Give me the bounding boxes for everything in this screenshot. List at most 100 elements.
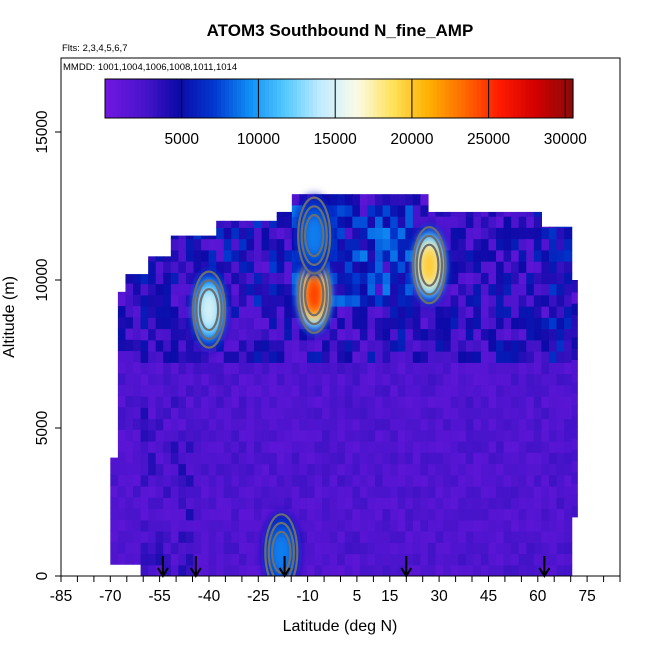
field-cell [511, 497, 520, 510]
field-cell [518, 373, 527, 386]
field-cell [163, 497, 172, 510]
field-cell [420, 497, 429, 510]
field-cell [359, 194, 369, 206]
field-cell [390, 407, 399, 420]
field-cell [473, 452, 482, 465]
field-cell [405, 328, 414, 341]
field-cell [208, 452, 217, 465]
field-cell [420, 373, 429, 386]
field-cell [496, 227, 505, 240]
field-cell [322, 339, 331, 352]
field-cell [238, 553, 248, 566]
field-cell [556, 351, 565, 363]
field-cell [155, 328, 164, 341]
field-cell [548, 294, 558, 307]
field-cell [488, 519, 497, 532]
field-cell [133, 361, 142, 374]
field-cell [352, 452, 361, 465]
field-cell [238, 272, 248, 285]
field-cell [473, 553, 482, 566]
colorbar-swatch [425, 79, 430, 118]
field-cell [375, 294, 384, 307]
field-cell [503, 396, 512, 408]
field-cell [367, 519, 376, 532]
field-cell [548, 508, 558, 521]
field-cell [148, 519, 157, 532]
colorbar-swatch [297, 79, 302, 118]
field-cell [511, 306, 520, 318]
field-cell [117, 474, 127, 487]
field-cell [420, 452, 429, 465]
field-cell [163, 294, 172, 307]
field-cell [170, 553, 179, 566]
field-cell [329, 261, 338, 273]
colorbar-swatch [221, 79, 226, 118]
field-cell [223, 564, 232, 576]
field-cell [284, 317, 293, 330]
field-cell [443, 564, 452, 576]
field-cell [473, 531, 482, 543]
field-cell [526, 249, 535, 262]
colorbar-swatch [549, 79, 554, 118]
field-cell [201, 418, 210, 431]
field-cell [291, 317, 300, 330]
field-cell [133, 429, 142, 442]
field-cell [397, 373, 406, 386]
field-cell [163, 339, 172, 352]
field-cell [435, 339, 444, 352]
field-cell [458, 564, 467, 576]
field-cell [306, 441, 316, 453]
field-cell [405, 542, 414, 555]
field-cell [473, 418, 482, 431]
field-cell [344, 317, 353, 330]
colorbar-swatch [429, 79, 434, 118]
field-cell [344, 508, 353, 521]
field-cell [185, 418, 195, 431]
field-cell [533, 339, 543, 352]
field-cell [185, 294, 195, 307]
flight-marker-arrow [157, 556, 169, 578]
field-cell [155, 553, 164, 566]
field-cell [571, 415, 578, 428]
field-cell [390, 418, 399, 431]
field-cell [571, 404, 578, 417]
field-cell [261, 283, 270, 296]
field-cell [458, 227, 467, 240]
field-cell [541, 294, 550, 307]
field-cell [443, 328, 452, 341]
field-cell [284, 497, 293, 510]
field-cell [322, 542, 331, 555]
field-cell [352, 317, 361, 330]
field-cell [375, 452, 384, 465]
field-cell [480, 508, 490, 521]
x-tick-label: -85 [50, 588, 72, 605]
field-cell [254, 519, 263, 532]
field-cell [208, 542, 217, 555]
field-cell [496, 283, 505, 296]
field-cell [435, 373, 444, 386]
field-cell [556, 261, 565, 273]
field-cell [299, 429, 308, 442]
field-cell [163, 261, 172, 273]
field-cell [201, 351, 210, 363]
field-cell [291, 441, 300, 453]
field-cell [352, 362, 361, 375]
field-cell [488, 317, 497, 330]
field-cell [533, 317, 543, 330]
field-cell [548, 283, 558, 296]
field-cell [208, 474, 217, 487]
field-cell [170, 317, 179, 330]
field-cell [420, 407, 429, 420]
field-cell [458, 542, 467, 555]
field-cell [450, 553, 459, 566]
colorbar-swatch [185, 79, 190, 118]
field-cell [405, 429, 414, 442]
colorbar-swatch [245, 79, 250, 118]
field-cell [435, 418, 444, 431]
field-cell [412, 418, 421, 431]
field-cell [178, 474, 187, 487]
field-cell [564, 463, 573, 476]
field-cell [473, 519, 482, 532]
field-cell [254, 407, 263, 420]
field-cell [291, 474, 300, 487]
